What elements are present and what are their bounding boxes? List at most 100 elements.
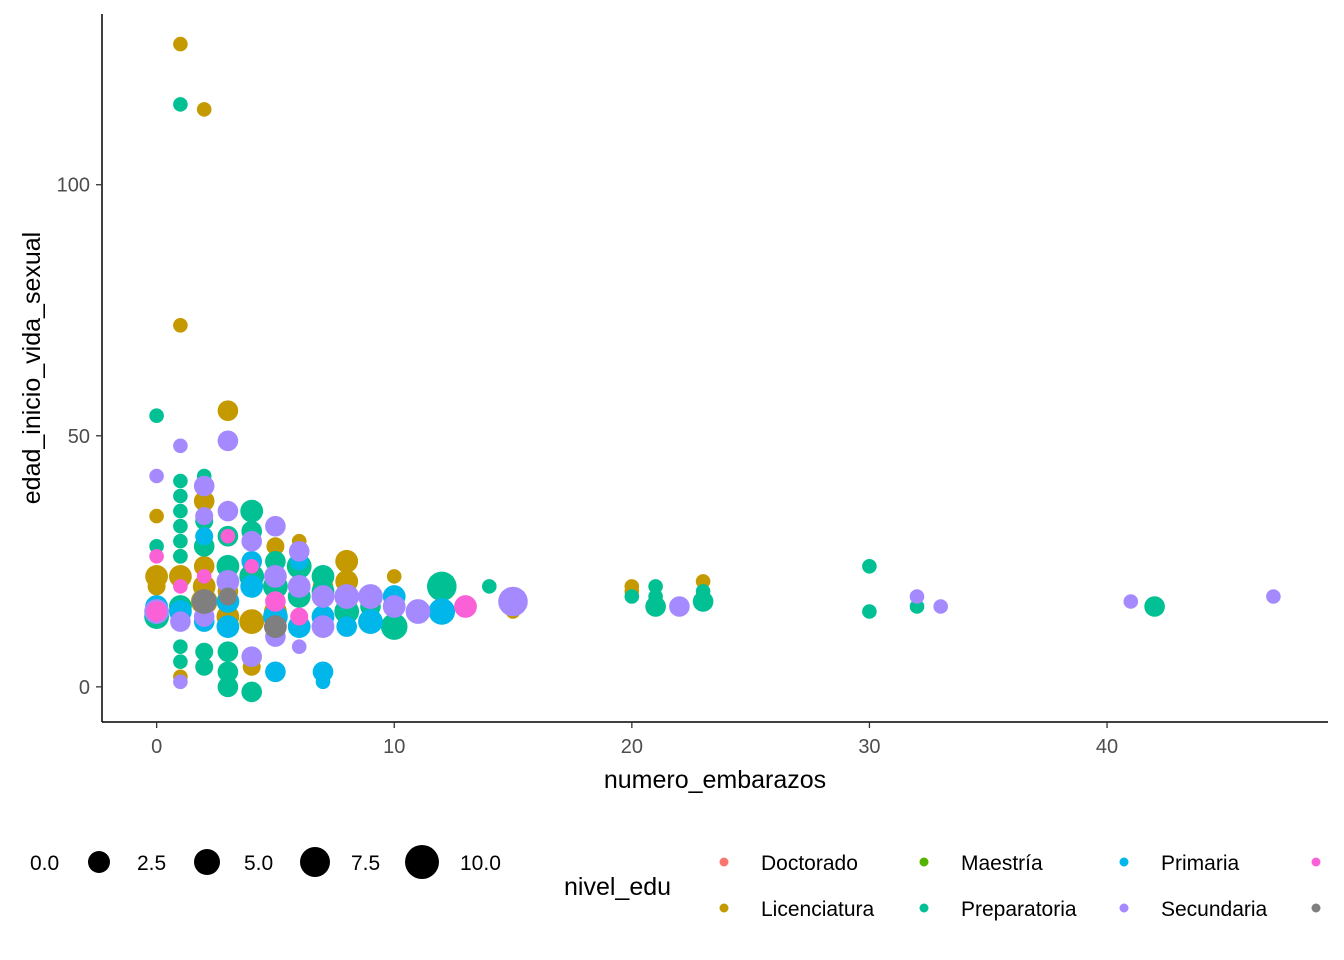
data-point [265,661,286,683]
data-point [334,584,360,609]
data-point [862,604,877,619]
data-point [196,102,212,117]
color-legend-label: Preparatoria [961,898,1077,921]
data-point [217,641,239,662]
y-axis-ticks: 0 50 100 [57,175,102,699]
size-legend-key [300,847,330,877]
data-point [624,589,640,604]
data-point [217,676,239,698]
x-tick-label: 40 [1096,736,1118,758]
data-point [195,642,214,661]
data-point [170,611,191,632]
data-point [217,430,239,452]
size-legend-key [194,849,220,875]
data-point [454,595,477,618]
data-point [315,674,331,690]
data-point [173,488,188,504]
color-legend-key [1119,857,1129,867]
data-point [244,559,259,574]
data-point [195,507,214,526]
size-legend-label: 5.0 [244,852,273,875]
data-point [311,615,335,638]
data-point [909,589,925,604]
color-legend: Doctorado Licenciatura Maestría Preparatori… [719,852,1321,921]
y-tick-label: 50 [68,426,90,448]
data-point [335,549,359,573]
data-point [217,400,239,422]
data-point [288,541,310,562]
data-point [382,595,406,618]
size-legend-key [405,845,439,879]
x-tick-label: 20 [621,736,643,758]
data-point [147,577,166,596]
data-point [173,533,188,549]
data-point [146,601,167,622]
data-point [909,599,925,614]
data-point [173,473,188,489]
data-point [287,575,311,598]
data-point [149,539,164,554]
data-point [311,585,335,608]
data-point [336,616,358,637]
data-point [241,681,262,703]
data-point [380,613,408,640]
data-point [217,500,239,522]
x-tick-label: 0 [151,736,162,758]
size-legend-label: 10.0 [460,852,501,875]
data-point [173,97,188,112]
data-point [290,607,309,626]
data-point [1266,589,1281,604]
data-point [173,549,188,564]
data-point [239,609,265,634]
data-point [216,615,240,638]
data-point [220,528,236,544]
data-point [196,569,212,584]
color-legend-key [1311,903,1321,913]
color-legend-key [919,903,929,913]
y-tick-label: 100 [57,175,90,197]
data-point [264,565,287,588]
data-point [173,503,188,519]
size-legend-label: 2.5 [137,852,166,875]
data-point [498,586,528,617]
data-point [173,639,188,654]
data-point [195,657,214,676]
color-legend-title: nivel_edu [564,873,671,901]
data-point [195,527,214,546]
data-point [173,579,188,594]
x-tick-label: 30 [858,736,880,758]
data-point [216,570,240,593]
x-axis-title: numero_embarazos [604,766,826,794]
data-point [427,571,457,602]
data-point [241,646,262,667]
data-point [149,408,164,424]
color-legend-key [1311,857,1321,867]
data-point [265,591,286,612]
data-point [265,515,286,537]
data-points [144,36,1281,703]
color-legend-label: Doctorado [761,852,858,875]
color-legend-key [719,903,729,913]
data-point [191,589,217,614]
y-axis-title: edad_inicio_vida_sexual [18,232,46,504]
data-point [173,36,188,52]
data-point [173,318,188,333]
data-point [291,639,307,654]
color-legend-label: Maestría [961,852,1043,875]
data-point [386,569,402,584]
color-legend-key [719,857,729,867]
color-legend-key [1119,903,1129,913]
data-point [428,598,456,625]
color-legend-key [919,857,929,867]
data-point [173,674,188,690]
data-point [173,438,188,454]
data-point [1144,596,1165,617]
data-point [173,518,188,534]
data-point [669,596,690,617]
data-point [933,599,948,614]
data-point [692,591,714,612]
size-legend-label: 7.5 [351,852,380,875]
color-legend-label: Primaria [1161,852,1239,875]
x-tick-label: 10 [383,736,405,758]
